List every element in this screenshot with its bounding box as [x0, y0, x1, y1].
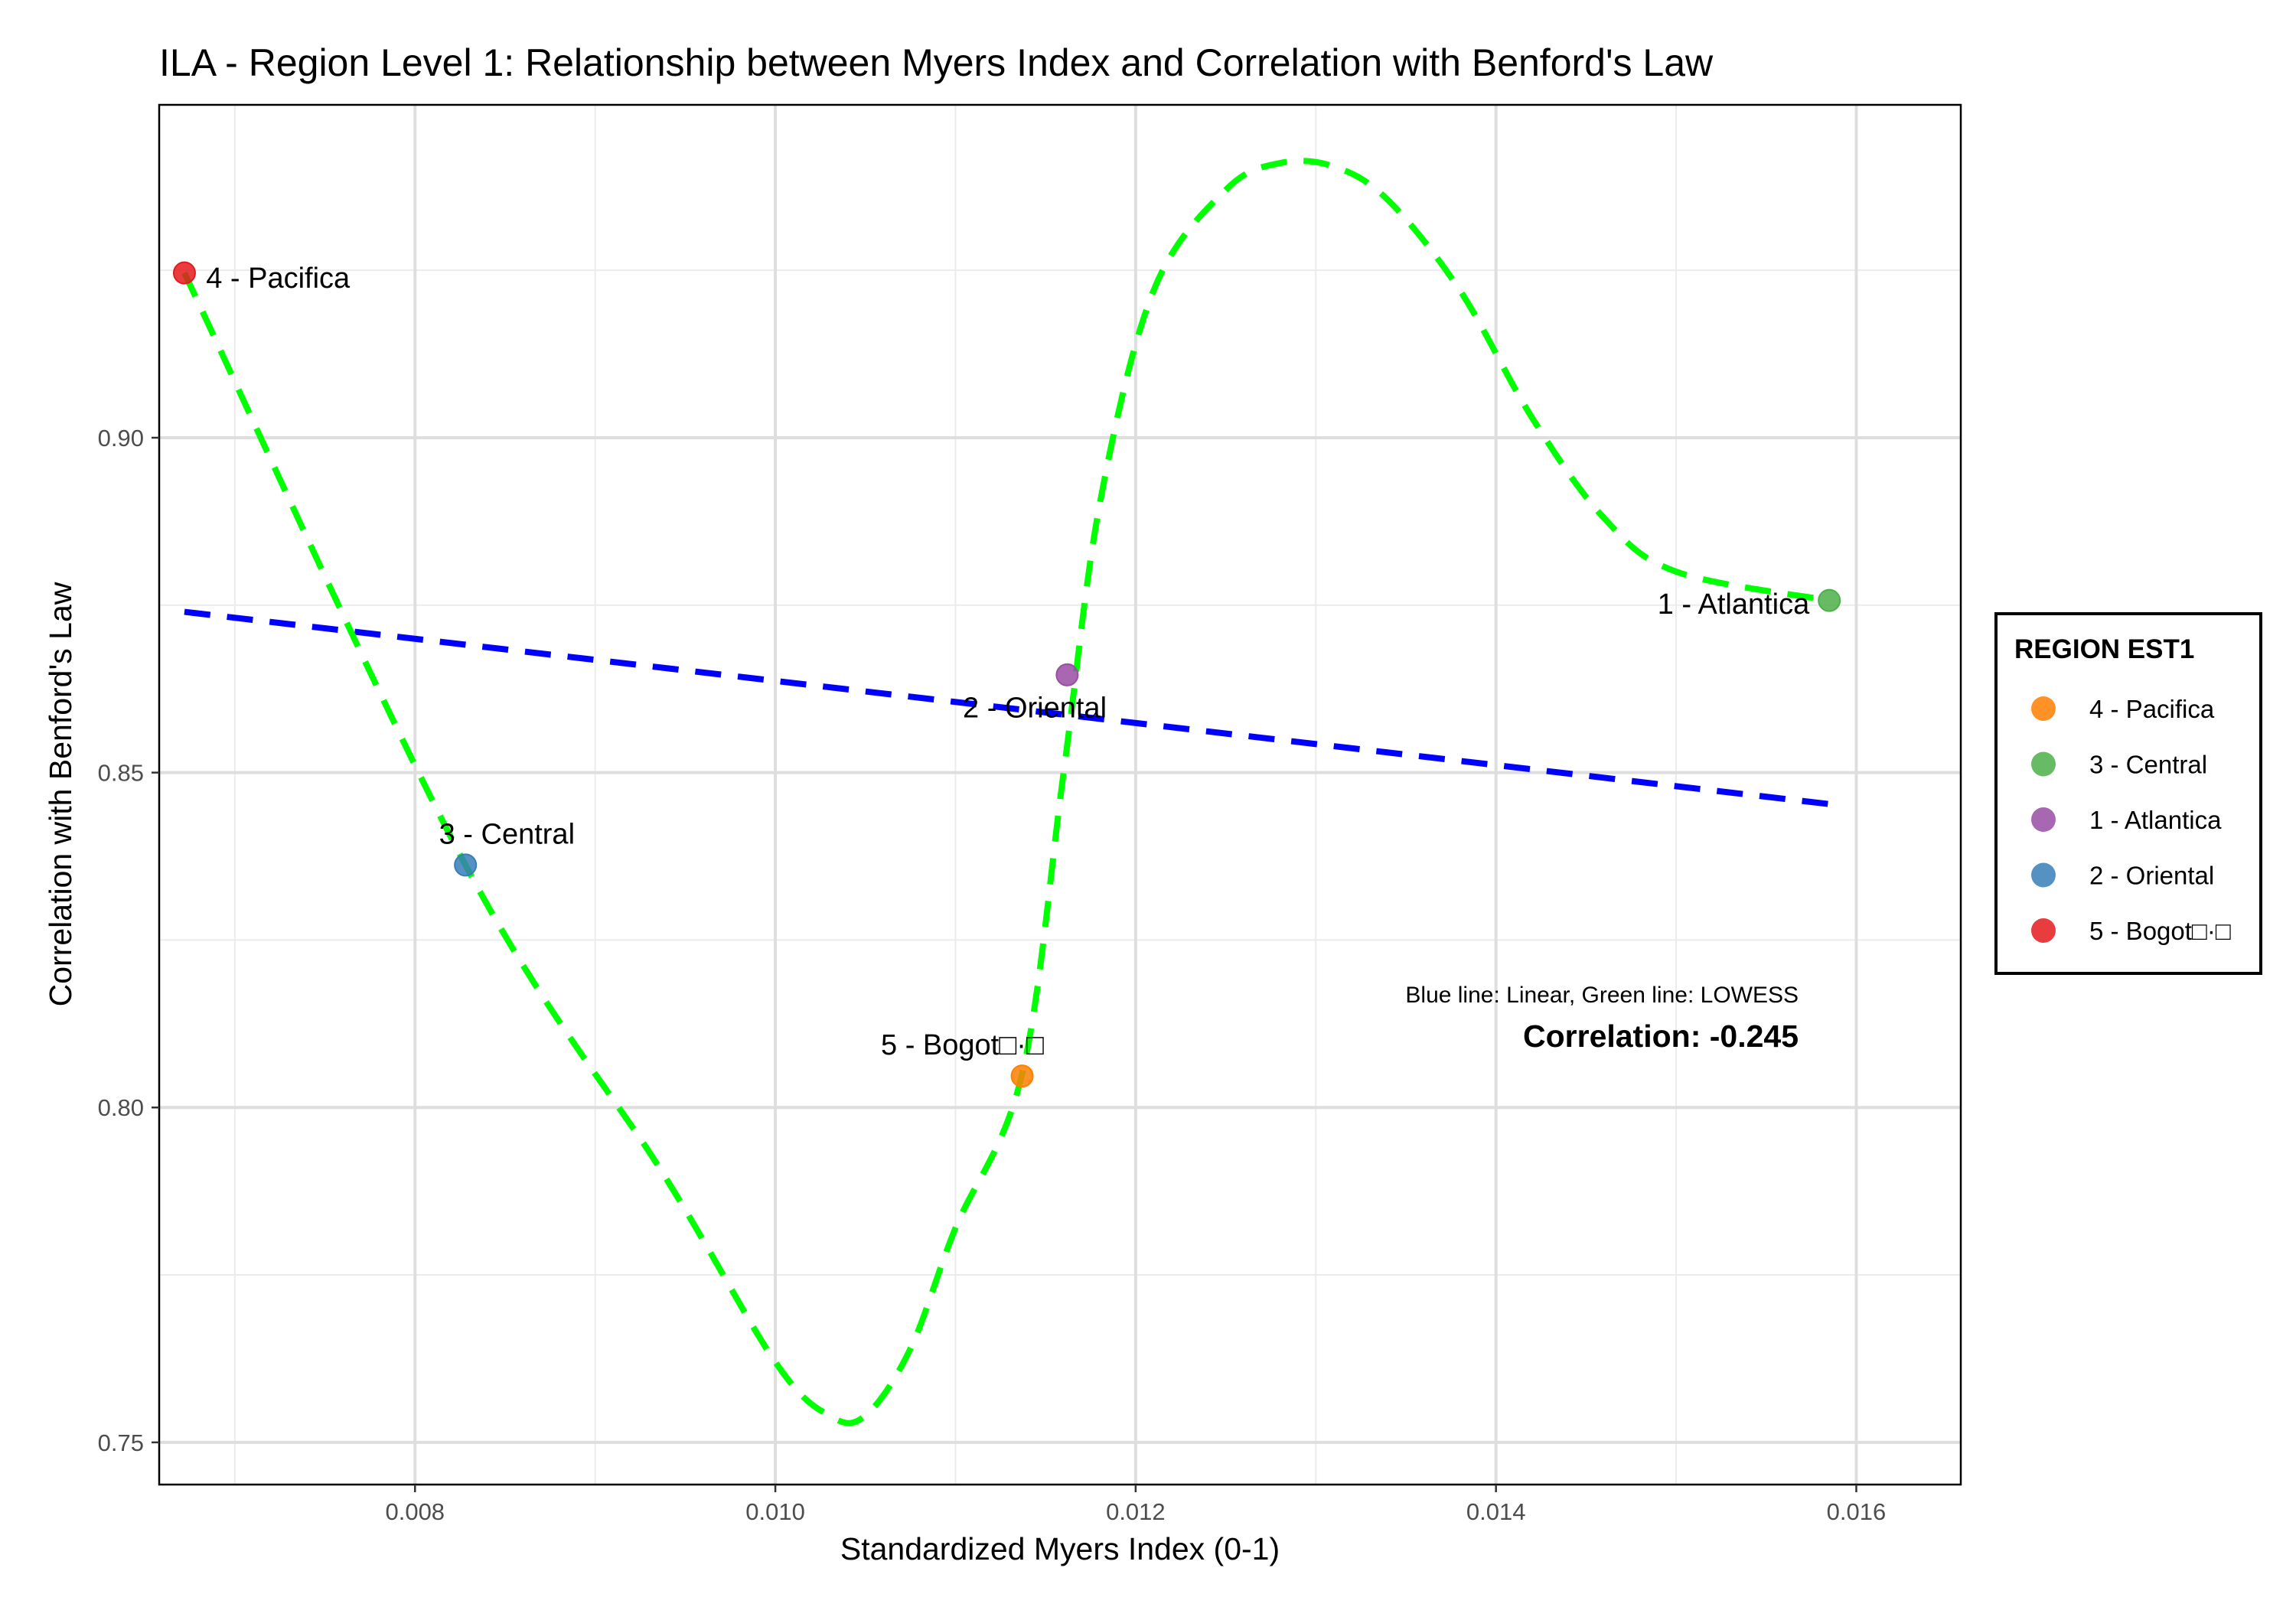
- legend-key: [2031, 862, 2056, 888]
- y-tick-label: 0.80: [98, 1094, 144, 1121]
- data-point: [1818, 588, 1841, 612]
- data-point: [172, 261, 196, 285]
- annotation-correlation: Correlation: -0.245: [1523, 1019, 1799, 1054]
- legend-label: 3 - Central: [2089, 751, 2207, 779]
- legend-key: [2031, 918, 2056, 943]
- data-point: [1010, 1064, 1034, 1088]
- data-point-label: 2 - Oriental: [963, 693, 1107, 725]
- legend-label: 2 - Oriental: [2089, 862, 2214, 890]
- legend-key: [2031, 807, 2056, 832]
- plot-border: [158, 103, 1962, 1486]
- data-point: [454, 853, 478, 877]
- x-tick-label: 0.014: [1466, 1498, 1526, 1525]
- legend-title: REGION EST1: [2014, 634, 2194, 664]
- x-tick-label: 0.008: [385, 1498, 445, 1525]
- legend-key: [2031, 696, 2056, 721]
- linear-trend-line: [184, 608, 1830, 807]
- data-point-label: 3 - Central: [439, 818, 575, 850]
- legend-label: 4 - Pacifica: [2089, 695, 2215, 723]
- chart-title: ILA - Region Level 1: Relationship betwe…: [159, 41, 1714, 84]
- data-point-label: 5 - Bogot□·□: [881, 1029, 1044, 1061]
- legend-box: [1994, 612, 2262, 975]
- plot-panel: 0.008 0.010 0.012 0.014 0.016 0.75 0.80 0.85 0.9…: [98, 103, 1962, 1525]
- data-point: [1055, 663, 1079, 686]
- y-axis-title: Correlation with Benford's Law: [43, 582, 78, 1006]
- legend-items: 4 - Pacifica 3 - Central 1 - Atlantica 2 - …: [2031, 695, 2231, 945]
- data-point-label: 1 - Atlantica: [1658, 588, 1810, 621]
- x-tick-label: 0.010: [745, 1498, 805, 1525]
- x-tick-label: 0.012: [1106, 1498, 1166, 1525]
- data-point-label: 4 - Pacifica: [206, 262, 351, 295]
- legend-label: 5 - Bogot□·□: [2089, 917, 2231, 945]
- legend-label: 1 - Atlantica: [2089, 806, 2222, 834]
- lowess-trend-line: [181, 158, 1830, 1426]
- x-tick-label: 0.016: [1827, 1498, 1887, 1525]
- y-tick-label: 0.85: [98, 760, 144, 787]
- y-tick-label: 0.75: [98, 1429, 144, 1456]
- legend-key: [2031, 751, 2056, 777]
- legend: REGION EST1 4 - Pacifica 3 - Central 1 - A…: [1994, 612, 2262, 975]
- y-tick-label: 0.90: [98, 425, 144, 451]
- x-axis-title: Standardized Myers Index (0-1): [840, 1531, 1280, 1566]
- annotation-note: Blue line: Linear, Green line: LOWESS: [1405, 983, 1799, 1008]
